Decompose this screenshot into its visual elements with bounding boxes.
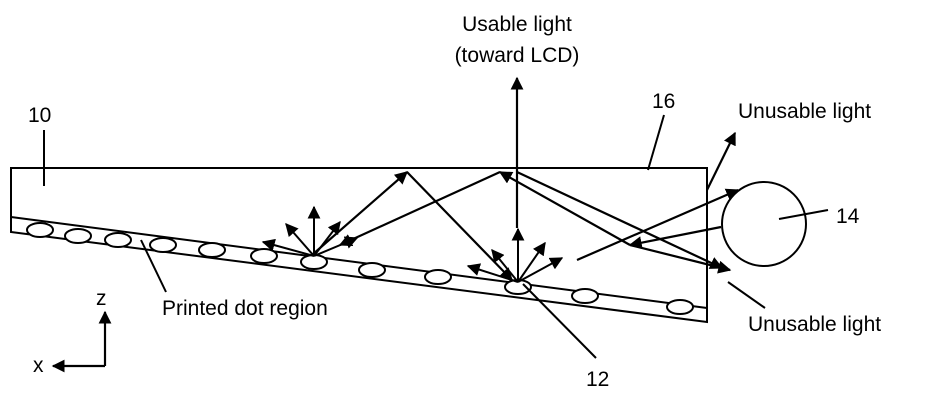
unusable-light-top-label: Unusable light (738, 100, 871, 123)
ref-10-label: 10 (28, 104, 51, 127)
leader-12 (522, 283, 597, 359)
axis-z-label: z (96, 287, 107, 310)
leader-dot-region (140, 239, 167, 293)
printed-dot (250, 248, 278, 264)
leader-unusable-bottom (727, 281, 766, 309)
light-source-circle (721, 181, 807, 267)
light-rays (311, 76, 740, 281)
unusable-ray-top (706, 131, 736, 191)
printed-dot (198, 242, 226, 258)
source-ray (628, 225, 722, 250)
reflected-ray (576, 188, 740, 262)
ref-12-label: 12 (586, 368, 609, 391)
usable-light-label: Usable light (462, 13, 572, 36)
printed-dot-region-label: Printed dot region (162, 297, 328, 320)
scatter-right (466, 227, 564, 283)
printed-dot (26, 222, 54, 238)
printed-dots (26, 222, 694, 315)
reflected-ray (338, 170, 501, 247)
leader-16 (647, 114, 665, 171)
reflected-ray (311, 171, 408, 256)
printed-dot (571, 288, 599, 304)
toward-lcd-label: (toward LCD) (455, 44, 580, 67)
axes (51, 310, 112, 373)
printed-dot (64, 228, 92, 244)
ref-14-label: 14 (836, 205, 860, 228)
scatter-left (261, 205, 359, 257)
printed-dot (300, 254, 328, 270)
printed-dot (104, 232, 132, 248)
reflected-ray (406, 171, 513, 281)
unusable-light-bottom-label: Unusable light (748, 313, 881, 336)
printed-dot (358, 262, 386, 278)
printed-dot (149, 237, 177, 253)
light-guide-plate (10, 167, 708, 324)
unusable-ray-bottom (629, 243, 732, 274)
leader-lines (43, 114, 829, 359)
axis-x-label: x (33, 354, 44, 377)
leader-14 (778, 209, 829, 220)
reflected-ray (516, 171, 724, 269)
ref-16-label: 16 (652, 90, 675, 113)
printed-dot (666, 299, 694, 315)
reflected-ray (498, 171, 631, 246)
printed-dot (424, 269, 452, 285)
